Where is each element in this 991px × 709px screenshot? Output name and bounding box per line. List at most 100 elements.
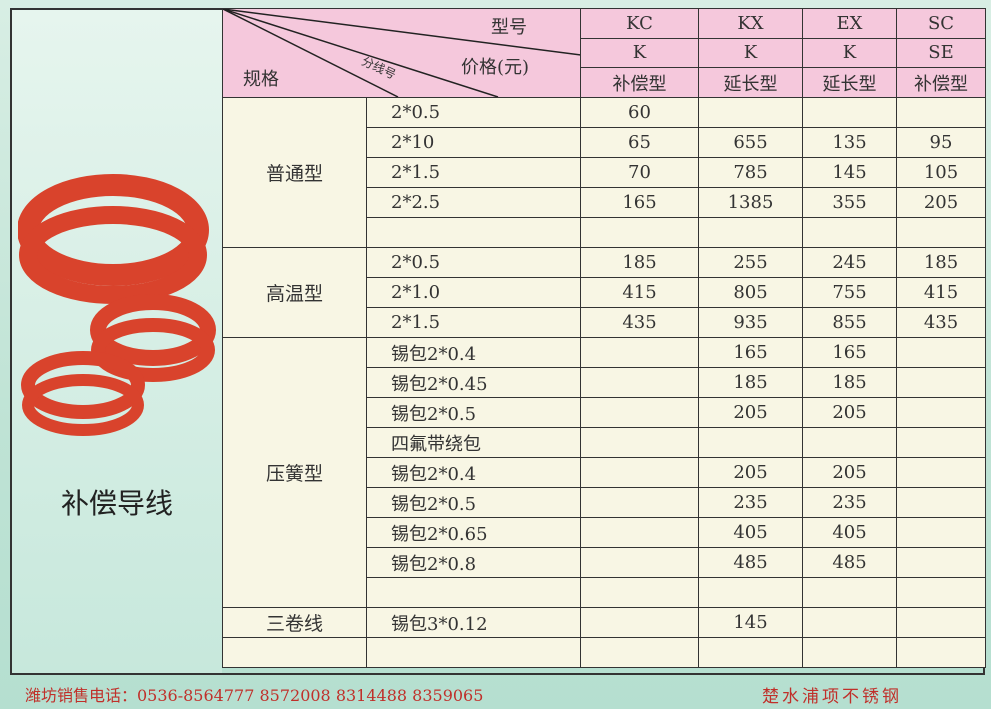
spec-cell: 锡包2*0.4 [366,457,581,488]
spec-cell: 锡包2*0.5 [366,397,581,428]
table-row: 三卷线 锡包3*0.12 145 [222,607,986,638]
table-row [223,577,986,608]
price-cell [896,607,986,638]
col-code: SC [896,8,986,39]
price-cell: 60 [580,97,699,128]
price-cell: 65 [580,127,699,158]
table-row: 锡包2*0.8 485 485 [223,547,986,578]
price-cell: 145 [698,607,803,638]
price-cell [896,217,986,248]
price-cell [896,547,986,578]
price-cell [580,367,699,398]
price-cell: 95 [896,127,986,158]
spec-cell: 锡包2*0.45 [366,367,581,398]
price-cell [580,517,699,548]
spec-cell: 2*2.5 [366,187,581,218]
price-cell [896,457,986,488]
price-cell [896,397,986,428]
cable-coil-image [18,174,216,436]
table-row: 四氟带绕包 [223,427,986,458]
sales-phone: 潍坊销售电话：0536-8564777 8572008 8314488 8359… [25,686,484,705]
price-cell [896,97,986,128]
price-cell: 235 [698,487,803,518]
spec-cell: 四氟带绕包 [366,427,581,458]
price-cell: 205 [802,397,897,428]
product-panel [12,10,222,673]
spec-cell: 锡包3*0.12 [366,607,581,638]
price-cell: 135 [802,127,897,158]
price-cell [580,577,699,608]
price-cell: 435 [896,307,986,338]
price-cell [580,607,699,638]
price-cell: 165 [580,187,699,218]
price-cell [580,397,699,428]
spec-label: 规格 [243,69,279,90]
price-cell [580,217,699,248]
spec-cell: 2*0.5 [366,97,581,128]
spec-cell: 2*0.5 [366,247,581,278]
price-cell: 935 [698,307,803,338]
price-cell [580,487,699,518]
price-label: 价格(元) [461,57,530,78]
price-cell: 805 [698,277,803,308]
col-name: 补偿型 [580,67,699,98]
price-cell [802,217,897,248]
price-cell: 70 [580,157,699,188]
spec-cell: 锡包2*0.4 [366,337,581,368]
price-cell [698,637,803,668]
col-name: 延长型 [802,67,897,98]
price-cell [698,97,803,128]
price-cell: 185 [698,367,803,398]
col-code: EX [802,8,897,39]
group-name: 普通型 [222,97,367,248]
table-row: 压簧型 锡包2*0.4 165 165 [222,337,986,608]
price-cell: 435 [580,307,699,338]
price-cell [802,607,897,638]
col-name: 补偿型 [896,67,986,98]
price-cell: 405 [802,517,897,548]
price-cell: 655 [698,127,803,158]
price-cell: 1385 [698,187,803,218]
col-code: KX [698,8,803,39]
table-row [223,217,986,248]
table-row: 普通型 2*0.5 60 [222,97,986,248]
col-type: SE [896,37,986,69]
spec-cell: 锡包2*0.8 [366,547,581,578]
price-cell: 485 [802,547,897,578]
product-title: 补偿导线 [60,487,173,520]
price-cell: 105 [896,157,986,188]
price-cell: 485 [698,547,803,578]
price-cell [896,337,986,368]
spec-cell [366,577,581,608]
table-row: 锡包2*0.5 205 205 [223,397,986,428]
price-cell: 185 [580,247,699,278]
table-row: 2*1.0 415 805 755 415 [223,277,986,308]
price-cell [580,337,699,368]
col-type: K [698,37,803,69]
price-cell [896,367,986,398]
price-cell [896,637,986,668]
group-name: 压簧型 [222,337,367,608]
table-row: 锡包2*0.65 405 405 [223,517,986,548]
price-cell: 245 [802,247,897,278]
price-cell: 755 [802,277,897,308]
price-cell [896,427,986,458]
price-cell: 785 [698,157,803,188]
price-cell: 185 [802,367,897,398]
price-table: 型号 价格(元) 规格 分线号 KC KX EX SC K K K SE 补偿型 延长型 延长型… [222,8,986,668]
table-row: 2*10 65 655 135 95 [223,127,986,158]
table-row: 2*2.5 165 1385 355 205 [223,187,986,218]
group-name: 三卷线 [222,607,367,638]
diagonal-header-cell: 型号 价格(元) 规格 分线号 [222,8,581,98]
price-cell [896,487,986,518]
price-cell: 415 [580,277,699,308]
price-cell: 185 [896,247,986,278]
price-cell: 235 [802,487,897,518]
price-cell: 355 [802,187,897,218]
price-cell [580,427,699,458]
spec-cell [366,637,581,668]
price-cell: 415 [896,277,986,308]
model-label: 型号 [491,17,527,38]
spec-cell: 2*1.5 [366,307,581,338]
price-cell [802,427,897,458]
